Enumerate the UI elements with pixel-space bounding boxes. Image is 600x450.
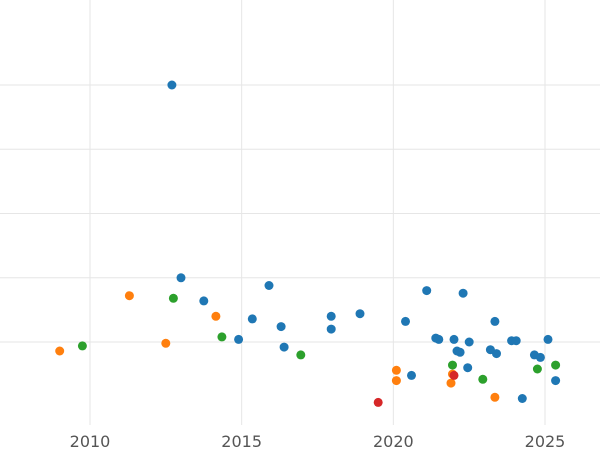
data-point-series-0-5 <box>264 281 274 290</box>
data-point-series-0-0 <box>167 80 177 90</box>
data-point-series-2-4 <box>448 360 457 370</box>
x-tick-label: 2010 <box>70 432 111 450</box>
data-point-series-1-8 <box>490 392 500 402</box>
data-point-series-0-20 <box>463 363 473 373</box>
data-point-series-0-9 <box>326 324 336 334</box>
data-point-series-3-1 <box>449 370 459 380</box>
data-point-series-0-3 <box>234 334 244 344</box>
data-point-series-0-26 <box>511 336 521 346</box>
data-point-series-0-15 <box>434 334 444 344</box>
data-point-series-0-10 <box>355 309 365 319</box>
data-point-series-0-18 <box>455 347 465 357</box>
x-axis-ticks: 2010 2015 2020 2025 <box>70 432 566 450</box>
data-point-series-2-5 <box>478 374 488 384</box>
data-point-series-3-0 <box>373 397 383 407</box>
x-tick-label: 2025 <box>525 432 566 450</box>
data-point-series-1-6 <box>446 378 456 388</box>
data-point-series-2-0 <box>77 341 87 351</box>
data-point-series-1-0 <box>55 346 65 356</box>
data-point-series-0-27 <box>517 394 527 403</box>
data-point-series-2-1 <box>168 293 178 303</box>
data-point-series-0-7 <box>279 342 289 352</box>
data-point-series-0-23 <box>490 316 500 326</box>
data-point-series-0-16 <box>449 334 459 344</box>
x-tick-label: 2020 <box>373 432 414 450</box>
data-point-series-0-19 <box>458 288 468 298</box>
data-point-series-0-31 <box>551 376 561 386</box>
data-point-series-0-13 <box>422 286 432 296</box>
data-point-series-1-3 <box>211 311 221 321</box>
x-tick-label: 2015 <box>221 432 262 450</box>
data-point-series-0-4 <box>247 314 257 324</box>
data-point-series-0-1 <box>176 273 186 283</box>
data-point-series-1-5 <box>391 376 401 386</box>
data-point-series-0-8 <box>326 311 336 321</box>
data-point-series-1-1 <box>124 291 134 301</box>
data-point-series-0-11 <box>401 316 410 326</box>
data-point-series-0-30 <box>543 334 553 344</box>
data-point-series-2-3 <box>296 350 306 360</box>
data-point-series-2-6 <box>532 364 542 374</box>
data-point-series-2-7 <box>551 360 561 370</box>
grid <box>0 0 600 425</box>
data-point-series-2-2 <box>217 332 227 342</box>
data-point-series-0-21 <box>464 337 474 347</box>
data-point-series-0-24 <box>492 349 501 359</box>
data-point-series-0-12 <box>407 370 416 380</box>
data-point-series-1-2 <box>161 338 171 348</box>
data-point-series-0-6 <box>276 322 286 332</box>
data-point-series-1-4 <box>391 365 401 375</box>
data-points <box>55 80 561 407</box>
data-point-series-0-2 <box>199 296 209 306</box>
data-point-series-0-29 <box>535 352 545 362</box>
